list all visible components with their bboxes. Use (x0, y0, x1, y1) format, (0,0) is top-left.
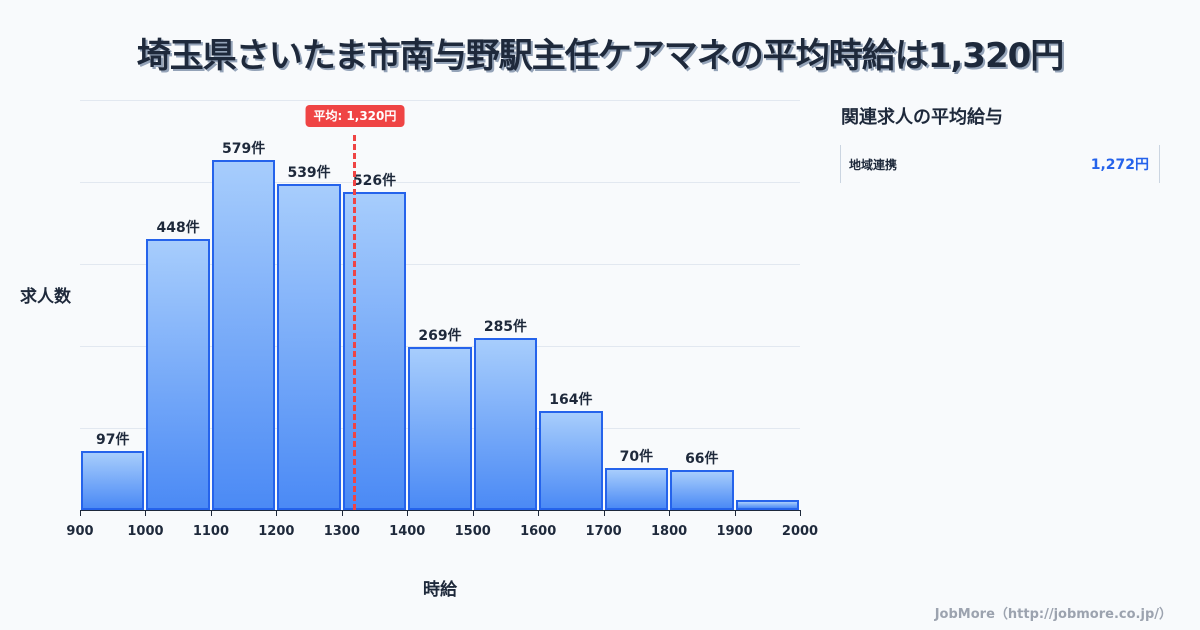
x-tick-label: 1500 (454, 524, 491, 539)
x-tick (669, 510, 671, 516)
y-axis-label: 求人数 (20, 287, 71, 307)
bar-value-label: 66件 (685, 451, 719, 468)
x-tick (341, 510, 343, 516)
x-tick-label: 1000 (127, 524, 164, 539)
bar-value-label: 526件 (352, 172, 397, 189)
x-tick-label: 1300 (323, 524, 360, 539)
x-tick-label: 1600 (520, 524, 557, 539)
x-tick (276, 510, 278, 516)
bar-value-label: 539件 (287, 165, 331, 182)
histogram-bar (670, 470, 734, 510)
bar-value-label: 285件 (483, 318, 528, 335)
x-tick (210, 510, 212, 516)
x-axis-label: 時給 (423, 580, 457, 600)
x-tick-label: 1400 (389, 524, 426, 539)
related-salary-title: 関連求人の平均給与 (841, 107, 1003, 128)
histogram-bar (81, 451, 145, 510)
x-tick-label: 900 (66, 524, 94, 539)
x-tick-label: 2000 (781, 524, 819, 539)
bar-value-label: 269件 (418, 328, 462, 345)
bar-value-label: 579件 (222, 140, 266, 157)
histogram-bar (473, 337, 538, 510)
footer-credit: JobMore（http://jobmore.co.jp/） (934, 607, 1172, 622)
x-tick (472, 510, 474, 516)
x-tick-label: 1700 (585, 524, 622, 539)
histogram-bar (342, 191, 407, 510)
chart-title: 埼玉県さいたま市南与野駅主任ケアマネの平均時給は1,320円 (136, 36, 1065, 76)
x-tick (407, 510, 409, 516)
bar-value-label: 164件 (549, 391, 593, 408)
gridline (80, 100, 800, 101)
x-axis-line (80, 510, 800, 511)
x-tick (80, 510, 81, 516)
x-tick (734, 510, 736, 516)
related-salary-value: 1,272円 (1090, 157, 1149, 173)
gridline (80, 264, 800, 265)
histogram-bar (408, 347, 472, 510)
x-tick (800, 510, 801, 516)
x-tick-label: 1200 (258, 524, 295, 539)
histogram-bar (277, 184, 341, 510)
gridline (80, 346, 800, 347)
histogram-bar (211, 159, 276, 510)
bar-value-label: 97件 (95, 432, 130, 449)
bar-value-label: 70件 (619, 448, 654, 465)
x-tick (603, 510, 605, 516)
mean-badge: 平均: 1,320円 (305, 105, 405, 127)
x-tick (538, 510, 540, 516)
histogram-bar (539, 410, 603, 510)
x-tick-label: 1900 (716, 524, 753, 539)
x-tick-label: 1800 (650, 524, 688, 539)
related-salary-label: 地域連携 (849, 157, 898, 172)
related-salary-row: 地域連携 1,272円 (840, 145, 1160, 183)
x-tick-label: 1100 (192, 524, 229, 539)
bar-value-label: 448件 (156, 220, 200, 237)
x-tick (145, 510, 147, 516)
histogram-bar (735, 500, 799, 510)
histogram-bar (604, 467, 669, 510)
histogram-bar (146, 239, 210, 510)
plot-area: 97件 448件 579件 539件 526件 269件 285件 164件 70件 66件 (80, 100, 800, 511)
mean-line (353, 135, 357, 510)
gridline (80, 182, 800, 183)
